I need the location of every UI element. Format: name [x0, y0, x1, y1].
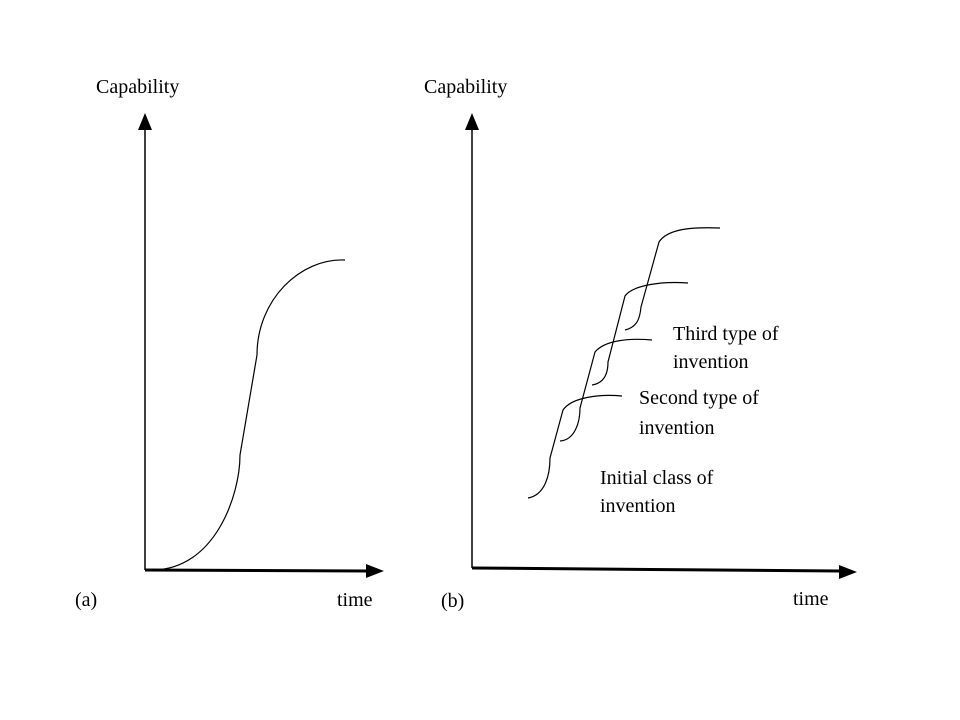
panel-a-panel-label: (a) — [75, 589, 97, 611]
panel-b-x-axis-arrowhead — [839, 565, 857, 579]
panel-b-third-label-line1: Third type of — [673, 323, 779, 345]
panel-b: Capability time (b) Third type of invent… — [424, 76, 857, 612]
panel-b-third-curve — [591, 281, 689, 386]
panel-b-x-axis-label: time — [793, 588, 829, 610]
panel-b-x-axis — [471, 566, 841, 573]
panel-a-x-axis-arrowhead — [366, 564, 384, 578]
panel-b-y-axis-label: Capability — [424, 76, 507, 98]
panel-b-initial-curve — [527, 394, 623, 499]
panel-b-second-curve — [559, 338, 653, 442]
panel-b-panel-label: (b) — [441, 590, 464, 612]
panel-b-fourth-curve — [624, 227, 721, 331]
panel-a: Capability time (a) — [75, 76, 384, 611]
panel-b-second-label-line1: Second type of — [639, 387, 759, 409]
panel-b-initial-label-line2: invention — [600, 495, 676, 517]
panel-b-y-axis-arrowhead — [465, 113, 479, 130]
panel-a-y-axis-label: Capability — [96, 76, 179, 98]
panel-b-third-label: Third type of invention — [673, 323, 784, 373]
panel-b-second-label: Second type of invention — [639, 387, 764, 439]
panel-a-s-curve — [151, 259, 346, 571]
panel-b-initial-label: Initial class of invention — [600, 467, 718, 517]
panel-a-x-axis — [144, 568, 369, 573]
panel-b-initial-label-line1: Initial class of — [600, 467, 714, 489]
panel-b-third-label-line2: invention — [673, 351, 749, 373]
panel-a-y-axis-arrowhead — [138, 113, 152, 130]
panel-b-second-label-line2: invention — [639, 417, 715, 439]
panel-a-x-axis-label: time — [337, 589, 373, 611]
